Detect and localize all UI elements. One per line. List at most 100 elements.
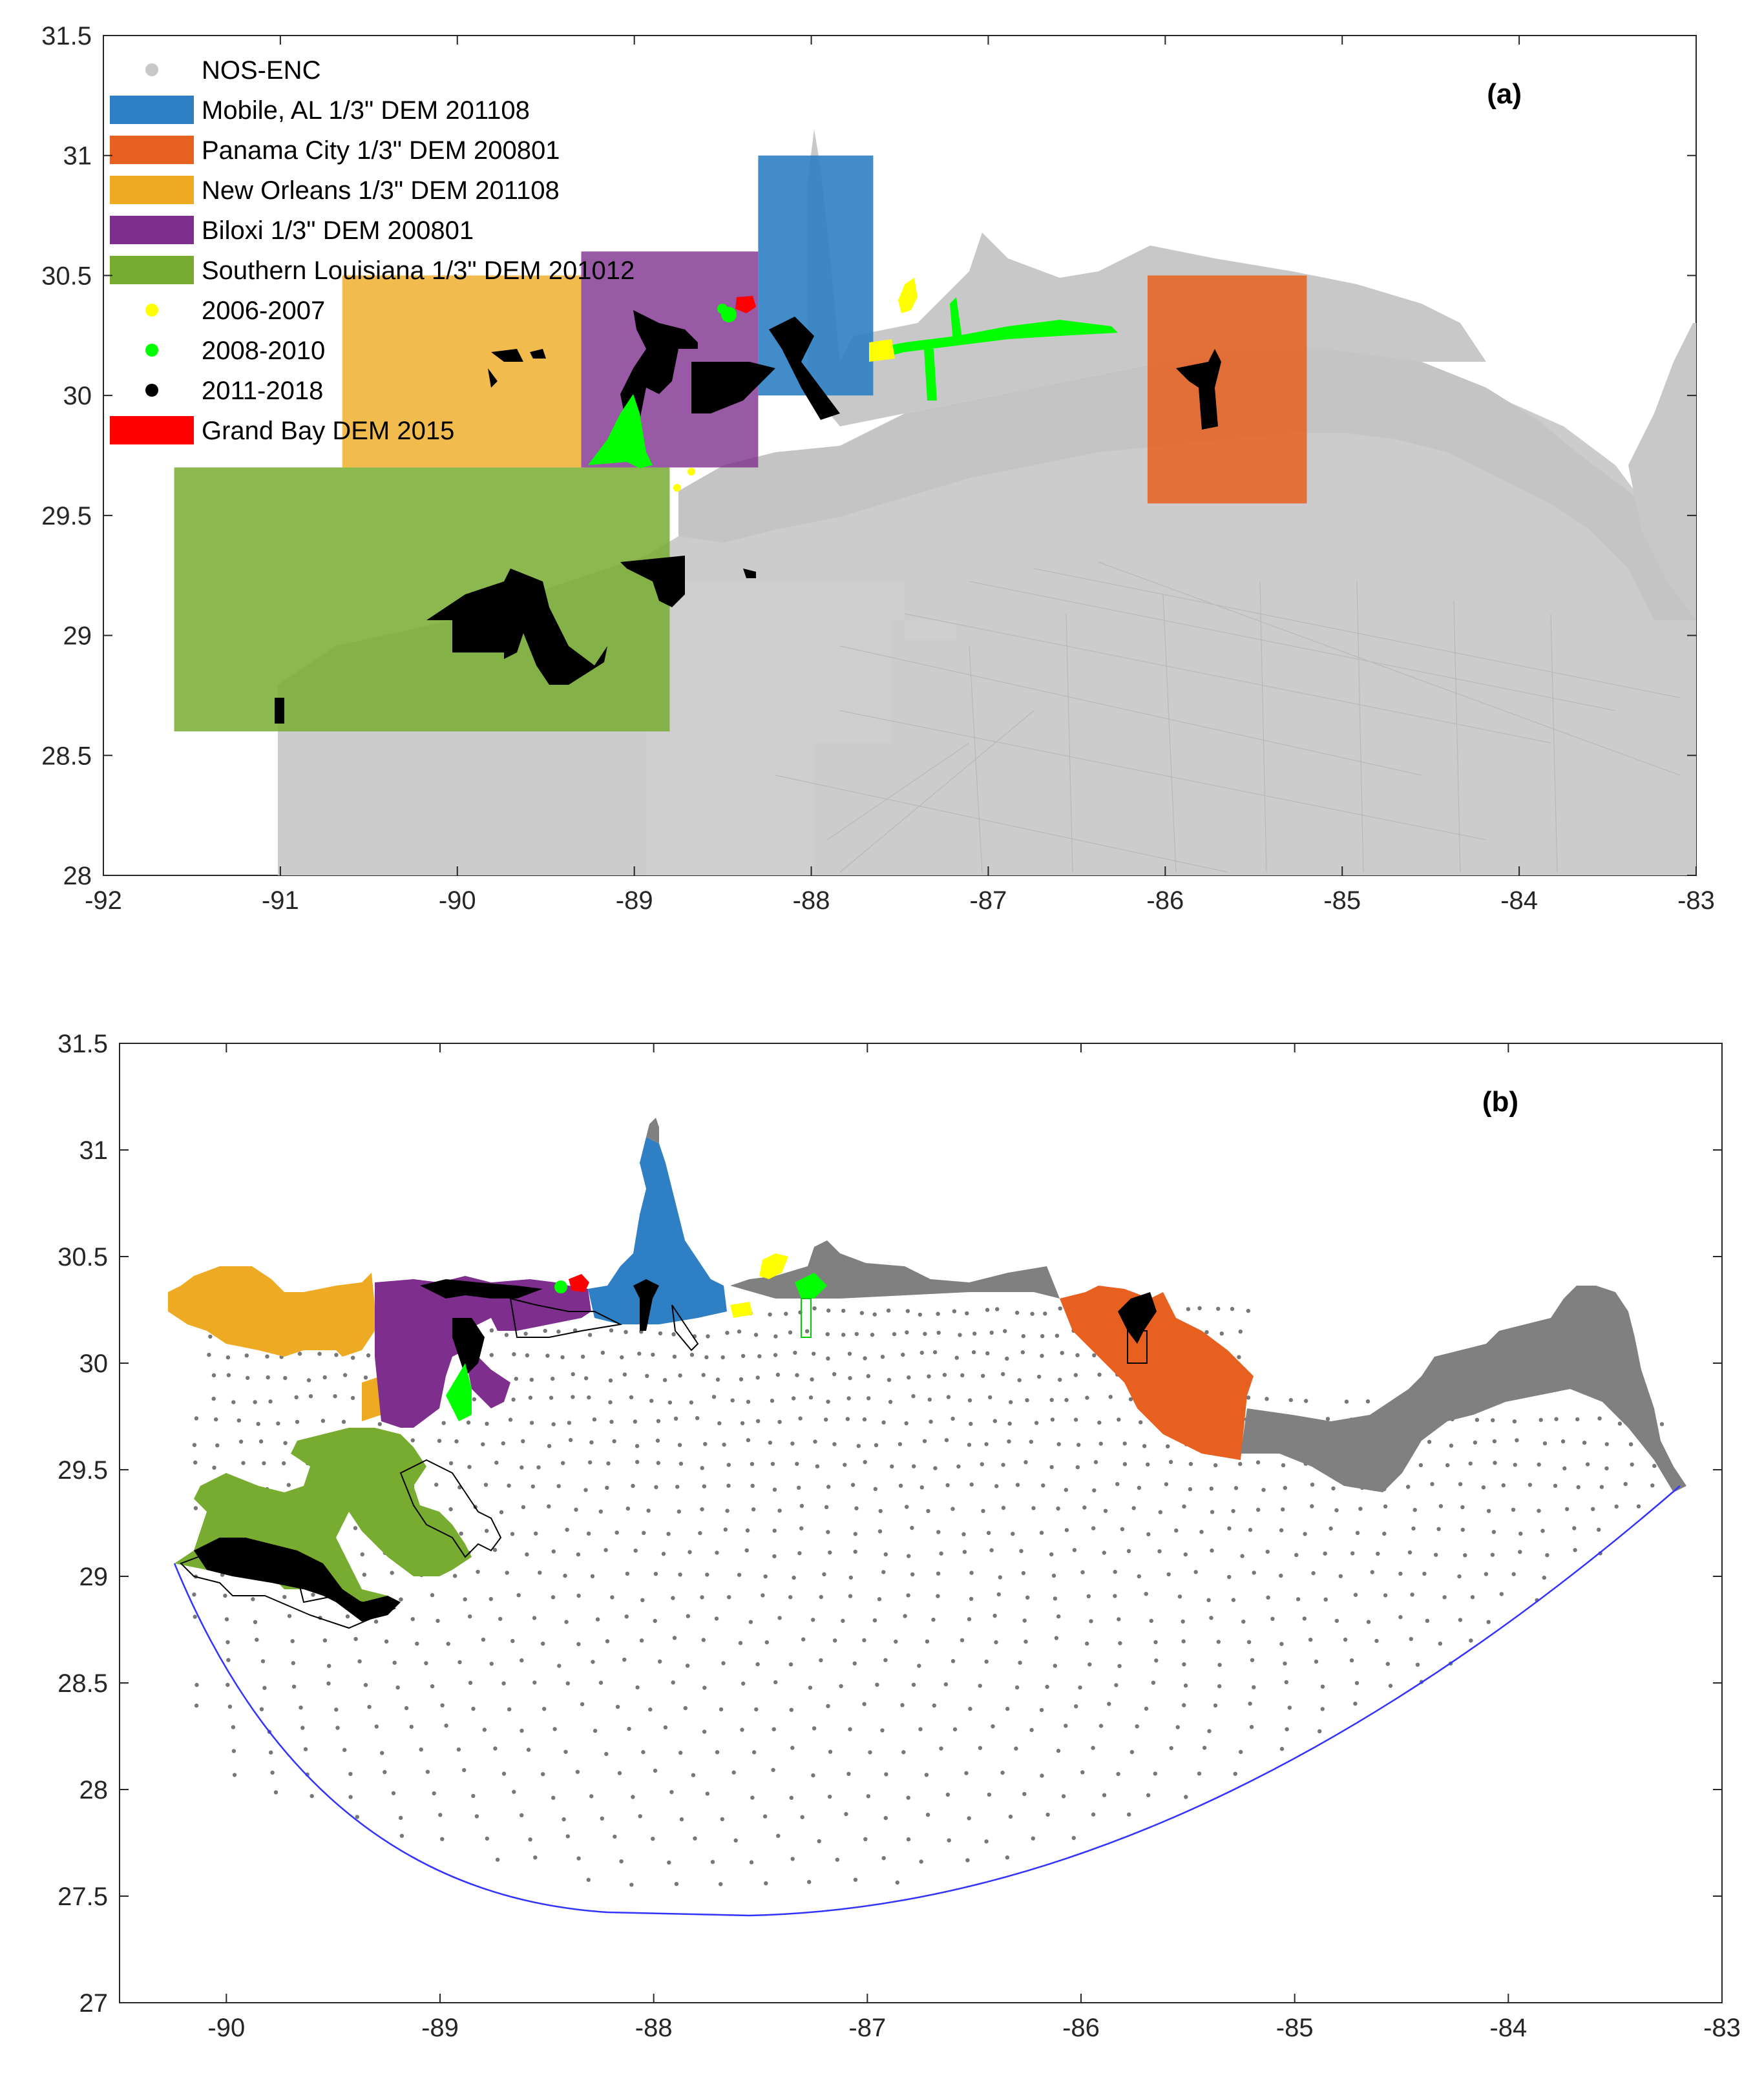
mesh-node (1438, 1642, 1442, 1646)
x-tick-label: -89 (616, 886, 653, 915)
mesh-node (193, 1506, 198, 1510)
mesh-node (1582, 1441, 1587, 1445)
mesh-node (848, 1376, 852, 1381)
mesh-node (1252, 1571, 1256, 1575)
mesh-node (342, 1373, 348, 1377)
mesh-node (1060, 1351, 1064, 1355)
mesh-node (1025, 1595, 1030, 1600)
nos-enc-coverage-shelf (278, 352, 1696, 875)
mesh-node (866, 1373, 871, 1379)
mesh-node (826, 1399, 830, 1404)
mesh-node (1398, 1571, 1403, 1576)
mesh-node (863, 1460, 867, 1465)
mesh-node (1050, 1417, 1055, 1422)
mesh-node (334, 1353, 339, 1357)
mesh-node (965, 1858, 970, 1863)
mesh-node (969, 1482, 974, 1487)
mesh-node (482, 1728, 487, 1732)
mesh-node (1087, 1662, 1092, 1667)
mesh-node (256, 1421, 260, 1426)
mesh-node (725, 1509, 730, 1513)
mesh-node (568, 1437, 573, 1443)
x-tick-label: -84 (1489, 2014, 1527, 2042)
mesh-node (303, 1747, 308, 1751)
mesh-node (586, 1877, 591, 1882)
mesh-node (366, 1353, 371, 1358)
mesh-node (1219, 1331, 1224, 1336)
mesh-node (399, 1597, 403, 1602)
mesh-node (1266, 1595, 1270, 1600)
mesh-node (612, 1439, 616, 1444)
mesh-node (721, 1661, 726, 1665)
mesh-node (232, 1773, 237, 1777)
mesh-node (598, 1509, 603, 1514)
x-tick-label: -86 (1146, 886, 1184, 915)
mesh-node (485, 1836, 489, 1841)
mesh-node (771, 1768, 775, 1772)
mesh-node (919, 1859, 923, 1864)
mesh-node (241, 1461, 246, 1465)
mesh-node (348, 1795, 353, 1799)
mesh-node (933, 1466, 938, 1470)
mesh-node (798, 1416, 803, 1421)
mesh-node (678, 1373, 682, 1378)
mesh-node (653, 1572, 658, 1576)
mesh-node (1473, 1440, 1478, 1445)
x-tick-label: -87 (970, 886, 1007, 915)
mesh-node (489, 1662, 494, 1666)
mesh-node (1117, 1617, 1121, 1622)
mesh-node (224, 1617, 229, 1622)
mesh-node (258, 1439, 264, 1444)
mesh-node (927, 1374, 931, 1379)
mesh-node (667, 1860, 671, 1865)
mesh-node (613, 1834, 617, 1839)
mesh-node (227, 1704, 233, 1709)
y-tick-label: 27 (79, 1989, 109, 2018)
mesh-node (244, 1353, 249, 1358)
mesh-node (615, 1704, 620, 1709)
mesh-node (675, 1485, 680, 1489)
mesh-node (504, 1333, 509, 1337)
y-tick-label: 30.5 (41, 262, 92, 290)
legend-label: Grand Bay DEM 2015 (202, 417, 454, 445)
mesh-node (1285, 1727, 1289, 1731)
mesh-node (845, 1417, 850, 1421)
mesh-node (619, 1859, 624, 1864)
mesh-node (561, 1461, 565, 1465)
mesh-node (360, 1552, 364, 1557)
legend-label: 2006-2007 (202, 297, 325, 325)
mesh-node (1049, 1397, 1054, 1403)
mesh-node (693, 1836, 697, 1841)
mesh-node (226, 1640, 230, 1645)
mesh-node (282, 1594, 287, 1600)
mesh-node (775, 1372, 781, 1377)
mesh-node (592, 1417, 597, 1422)
mesh-node (1445, 1463, 1450, 1468)
mesh-node (822, 1572, 826, 1576)
mesh-node (192, 1592, 196, 1597)
x-tick-label: -83 (1677, 886, 1715, 915)
mesh-node (911, 1394, 916, 1399)
mesh-node (357, 1659, 362, 1664)
mesh-node (466, 1420, 471, 1425)
panel-a-axis-ticks: -92 -91 -90 -89 -88 -87 -86 -85 -84 -83 28 28.5 29 29… (41, 22, 1715, 915)
mesh-node (1001, 1372, 1005, 1377)
mesh-node (945, 1483, 950, 1488)
x-tick-label: -88 (793, 886, 830, 915)
mesh-node (208, 1334, 213, 1339)
mesh-node (1137, 1485, 1142, 1490)
mesh-node (1114, 1683, 1118, 1687)
mesh-node (410, 1617, 415, 1622)
mesh-node (750, 1795, 755, 1800)
mesh-node (1153, 1771, 1158, 1776)
mesh-node (978, 1746, 983, 1750)
mesh-node (1238, 1461, 1243, 1467)
mesh-node (1604, 1442, 1609, 1446)
mesh-node (828, 1550, 832, 1555)
mesh-node (266, 1375, 270, 1380)
legend-label: Mobile, AL 1/3" DEM 201108 (202, 96, 530, 125)
mesh-node (677, 1509, 682, 1514)
mesh-node (1486, 1509, 1491, 1513)
mesh-node (679, 1817, 684, 1822)
mesh-node (236, 1418, 241, 1423)
